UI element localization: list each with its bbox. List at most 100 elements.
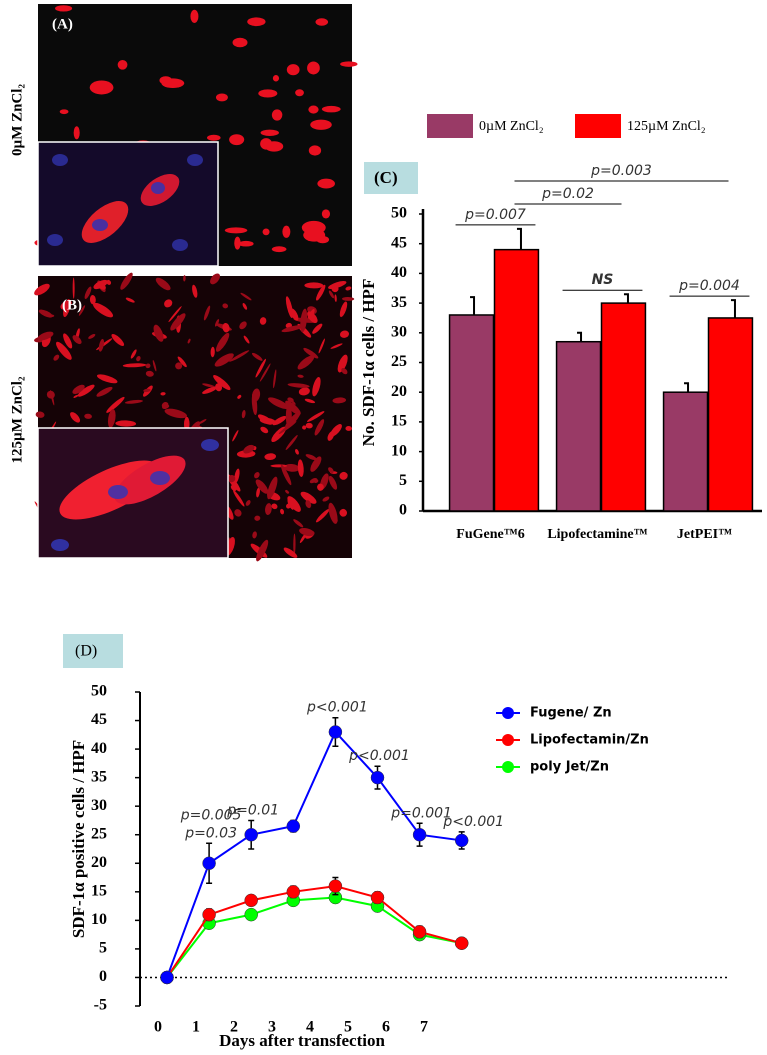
cell xyxy=(307,311,318,324)
y-tick-label: 15 xyxy=(91,882,107,899)
cell xyxy=(34,283,50,296)
cell xyxy=(234,236,241,250)
point xyxy=(160,970,174,985)
y-axis-label: No. SDF-1α cells / HPF xyxy=(359,279,378,447)
cell xyxy=(337,354,348,373)
panel-label: (C) xyxy=(374,168,398,187)
cell xyxy=(232,37,248,48)
panel-label: (B) xyxy=(62,297,82,313)
cell xyxy=(295,89,304,97)
side-label: 0µM ZnCl₂ xyxy=(9,84,25,156)
cell xyxy=(305,422,313,429)
cell xyxy=(145,363,151,369)
cell xyxy=(120,272,133,290)
point xyxy=(370,770,385,785)
cell xyxy=(271,109,283,121)
cell xyxy=(245,500,251,506)
x-tick-label: Lipofectamine™ xyxy=(547,527,647,542)
cell xyxy=(160,392,166,396)
cell xyxy=(78,305,86,316)
cell xyxy=(238,240,254,247)
cell xyxy=(307,411,325,422)
cell xyxy=(316,284,326,301)
cell xyxy=(332,397,347,404)
y-tick-label: 35 xyxy=(91,768,107,785)
cell xyxy=(340,61,358,67)
y-tick-label: 50 xyxy=(91,683,107,700)
cell xyxy=(287,397,294,403)
cell xyxy=(202,383,216,388)
cell xyxy=(315,18,329,26)
cell xyxy=(331,285,339,293)
point xyxy=(244,893,258,908)
cell xyxy=(96,386,113,397)
cell xyxy=(255,479,269,494)
legend-label: 125µM ZnCl₂ xyxy=(627,119,706,134)
cell xyxy=(317,178,335,189)
cell xyxy=(314,419,325,436)
cell xyxy=(312,377,321,397)
point xyxy=(244,907,258,922)
p-value: p=0.005 xyxy=(180,807,242,823)
panel-label: (A) xyxy=(52,16,73,32)
cell xyxy=(222,322,230,333)
cell xyxy=(259,317,267,325)
cell xyxy=(312,323,323,334)
point xyxy=(328,725,343,739)
cell xyxy=(183,275,186,282)
cell xyxy=(73,126,80,140)
cell xyxy=(339,330,350,338)
cell xyxy=(271,503,278,510)
cell xyxy=(334,294,337,302)
cell xyxy=(339,471,348,480)
legend-label: Fugene/ Zn xyxy=(530,706,612,721)
cell xyxy=(283,463,300,472)
cell xyxy=(341,296,355,301)
cell xyxy=(290,308,299,321)
error-bar xyxy=(577,331,583,342)
cell xyxy=(170,313,186,331)
cell xyxy=(59,109,69,115)
bar xyxy=(555,340,602,512)
legend-label: 0µM ZnCl₂ xyxy=(479,119,544,134)
bar xyxy=(448,314,495,512)
cell xyxy=(255,358,267,378)
cell xyxy=(268,397,289,410)
cell xyxy=(345,426,353,431)
cell xyxy=(213,375,231,391)
cell xyxy=(56,341,72,360)
cell xyxy=(304,282,324,289)
cell xyxy=(287,499,294,510)
x-tick-label: 5 xyxy=(344,1019,352,1036)
cell xyxy=(89,294,96,305)
cell xyxy=(84,413,92,419)
x-tick-label: 1 xyxy=(192,1019,200,1036)
y-tick-label: 45 xyxy=(91,711,107,728)
cell xyxy=(307,61,320,75)
cell xyxy=(282,225,291,238)
point xyxy=(202,856,216,871)
point xyxy=(412,925,427,939)
cell xyxy=(285,400,301,415)
bar xyxy=(493,248,540,512)
cell xyxy=(254,472,260,479)
legend-label: Lipofectamin/Zn xyxy=(530,733,649,748)
p-value: p<0.001 xyxy=(306,700,368,716)
cell xyxy=(297,355,315,370)
cell xyxy=(247,17,266,27)
cell xyxy=(317,483,324,491)
cell xyxy=(318,338,325,354)
cell xyxy=(287,383,310,388)
cell xyxy=(321,209,331,219)
cell xyxy=(310,119,332,130)
cell xyxy=(308,105,319,114)
cell xyxy=(88,333,96,339)
cell xyxy=(215,383,223,392)
cell xyxy=(341,368,348,375)
side-label: 125µM ZnCl₂ xyxy=(9,376,25,463)
error-bar xyxy=(623,293,629,304)
cell xyxy=(96,374,118,384)
cell xyxy=(328,290,335,299)
p-value: p=0.003 xyxy=(590,163,652,179)
inset-a-cells xyxy=(47,154,203,251)
